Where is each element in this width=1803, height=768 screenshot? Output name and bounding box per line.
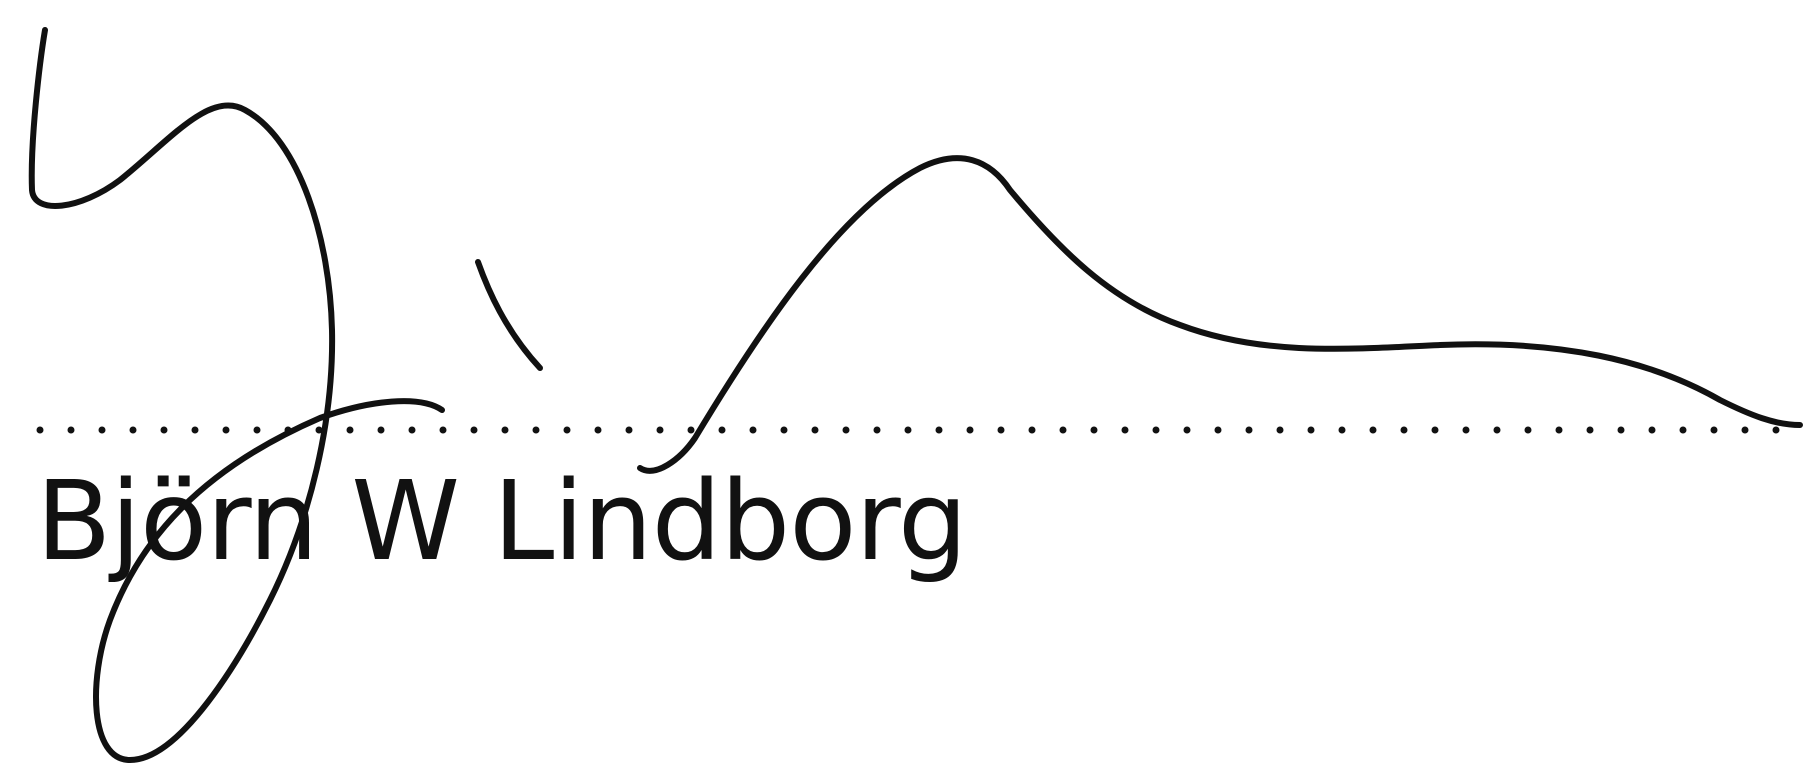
- printed-name: Björn W Lindborg: [36, 457, 968, 585]
